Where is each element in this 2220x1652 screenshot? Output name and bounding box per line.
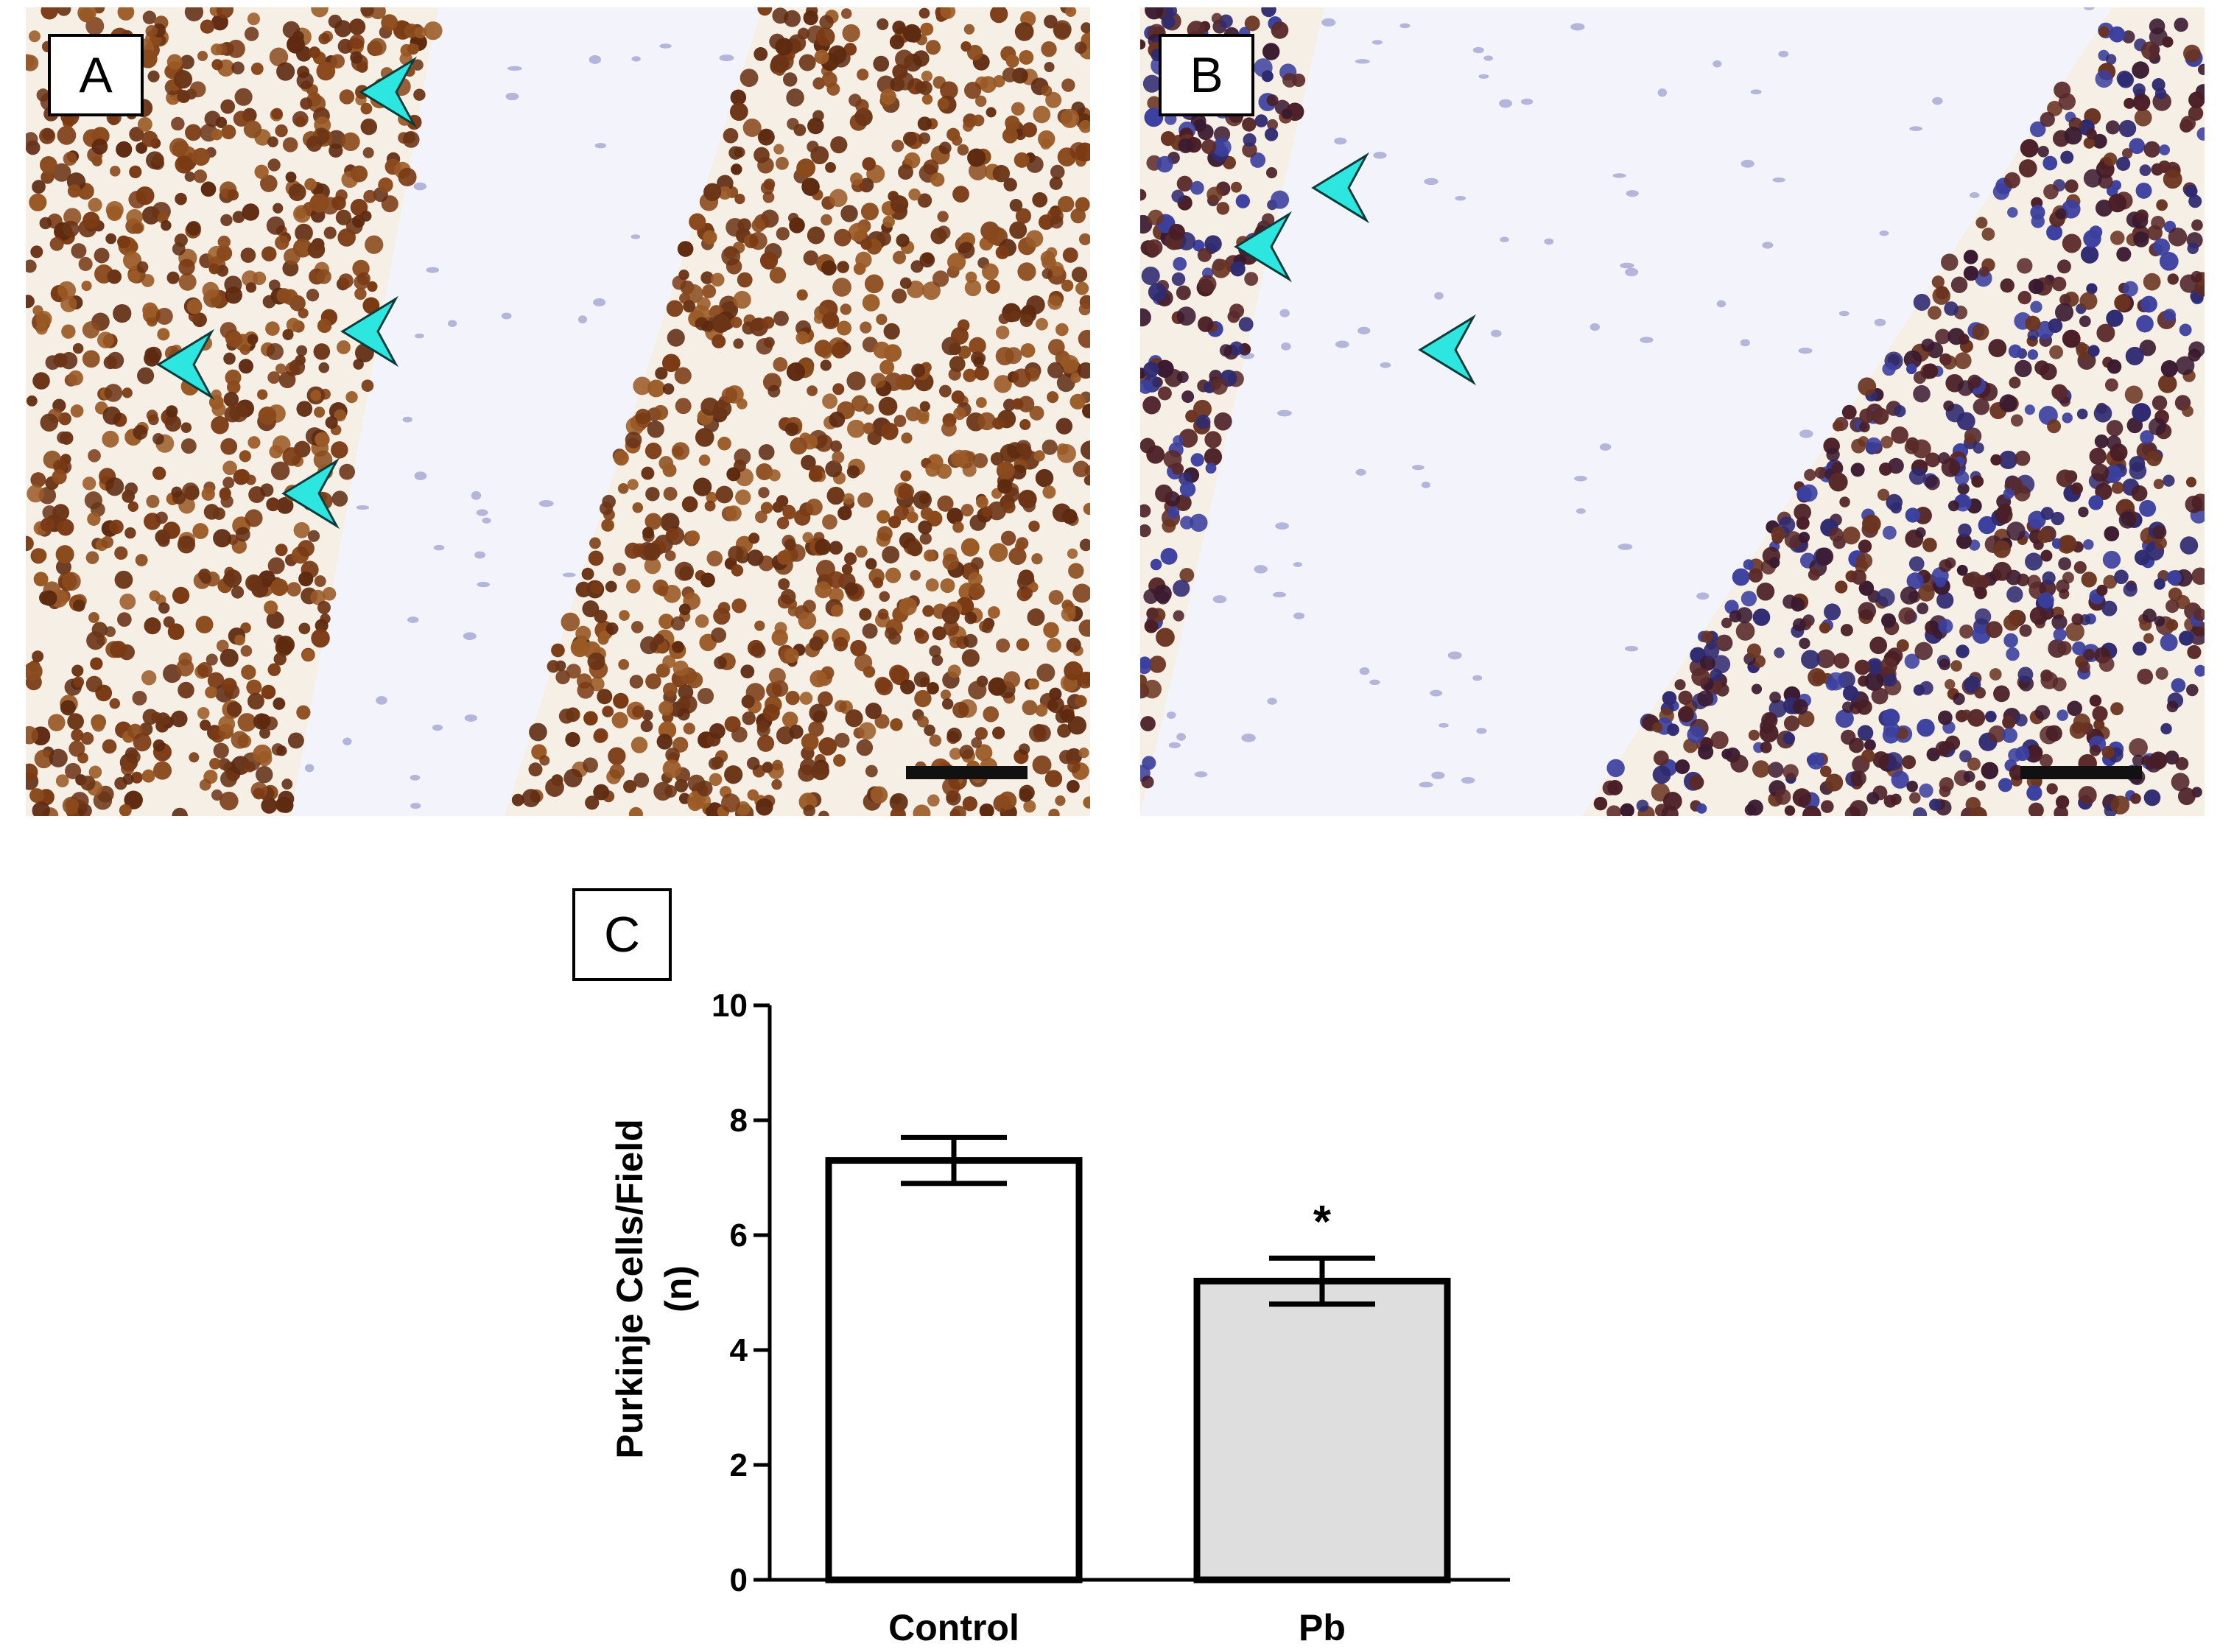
- panel-label-b: B: [1159, 34, 1254, 116]
- x-tick-label: Pb: [1299, 1607, 1346, 1648]
- y-axis-label: Purkinje Cells/Field: [609, 1119, 650, 1458]
- arrowhead-markers: [1234, 152, 1477, 386]
- arrowhead-icon: [156, 328, 215, 401]
- micrograph-a-image: [26, 7, 1090, 816]
- bar-control: [825, 1157, 1083, 1584]
- cell-nuclei: [26, 7, 1090, 816]
- arrowhead-markers: [156, 56, 418, 530]
- arrowhead-icon: [1311, 152, 1370, 224]
- micrograph-b-image: [1140, 7, 2205, 816]
- arrowhead-icon: [359, 56, 418, 128]
- bar-pb: [1193, 1277, 1451, 1584]
- arrowhead-icon: [281, 457, 340, 530]
- y-axis-unit-label: (n): [658, 1265, 699, 1312]
- micrograph-panel-b: [1140, 7, 2205, 816]
- panel-label-c: C: [572, 888, 672, 981]
- white-matter-band: [291, 7, 762, 816]
- arrowhead-icon: [340, 295, 399, 368]
- arrowhead-icon: [1234, 211, 1293, 283]
- x-tick-label: Control: [888, 1607, 1019, 1648]
- y-tick-label: 2: [730, 1447, 748, 1483]
- micrograph-panel-a: [26, 7, 1090, 816]
- panel-label-a: A: [48, 34, 144, 116]
- y-tick-label: 10: [712, 988, 748, 1024]
- scale-bar: [2020, 766, 2142, 779]
- scale-bar: [906, 766, 1028, 779]
- significance-marker: *: [1313, 1197, 1332, 1248]
- y-tick-label: 6: [730, 1217, 748, 1254]
- y-tick-label: 8: [730, 1103, 748, 1139]
- white-matter-band: [1140, 7, 2112, 816]
- y-tick-label: 4: [730, 1332, 748, 1368]
- arrowhead-icon: [1418, 314, 1477, 386]
- y-tick-label: 0: [730, 1562, 748, 1598]
